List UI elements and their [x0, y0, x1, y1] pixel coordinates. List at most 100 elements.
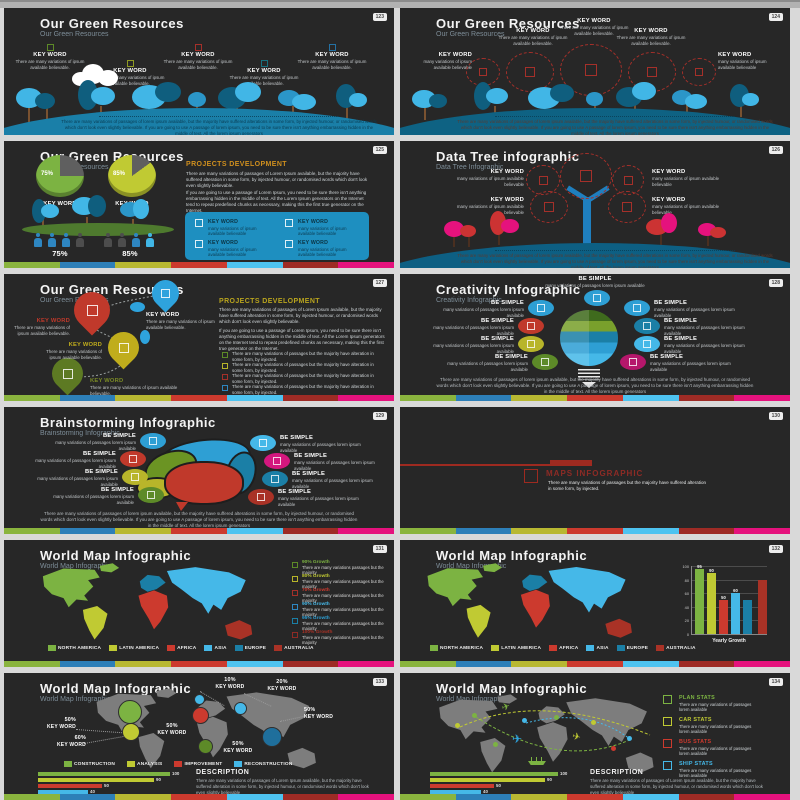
leaf-icon — [222, 352, 228, 358]
slide-thumbnail-125[interactable]: 125 Our Green Resources Our Green Resour… — [4, 141, 394, 268]
keyword-block: KEY WORD There are many variations of ips… — [498, 28, 568, 46]
percent-marker-label: 20% KEY WORD — [267, 679, 297, 692]
page-top-band — [0, 0, 800, 8]
percent-marker-label: 50% KEY WORD — [223, 741, 253, 754]
description-heading: DESCRIPTION — [590, 769, 644, 776]
legend-item: AFRICA — [549, 645, 578, 651]
slide-thumbnail-131[interactable]: 131 World Map Infographic World Map Info… — [4, 540, 394, 667]
marker-construction — [198, 739, 213, 754]
legend-swatch-icon — [292, 604, 298, 610]
hbar-40: 40 — [430, 789, 488, 794]
be-simple-block: BE SIMPLE many variations of passages lor… — [447, 354, 528, 372]
legend-swatch-icon — [292, 632, 298, 638]
topic-dot — [518, 318, 544, 334]
legend-swatch-icon — [491, 645, 500, 651]
route-dot — [591, 720, 596, 725]
y-axis — [691, 566, 692, 634]
bottom-paragraph: There are many variations of passages of… — [40, 511, 358, 529]
slide-subtitle: Our Green Resources — [436, 31, 505, 38]
hbar-40: 40 — [38, 789, 95, 794]
legend-item: EUROPE — [234, 645, 266, 651]
map-pin-yellow — [101, 325, 146, 370]
hbar-50: 50 — [38, 783, 109, 788]
be-simple-block: BE SIMPLE many variations of passages lor… — [443, 300, 524, 318]
legend-swatch-icon — [64, 761, 72, 767]
marker-improvement — [192, 707, 209, 724]
color-strip — [4, 262, 394, 268]
topic-dot — [248, 489, 274, 505]
slide-thumbnail-123[interactable]: 123 Our Green Resources Our Green Resour… — [4, 8, 394, 135]
paragraph: If you are going to use a passage of Lor… — [219, 328, 385, 352]
legend-swatch-icon — [292, 576, 298, 582]
legend-item: ANALYSIS — [127, 761, 162, 767]
slide-thumbnail-133[interactable]: 133 World Map Infographic World Map Info… — [4, 673, 394, 800]
hill-paragraph: There are many variations of passages of… — [457, 253, 773, 268]
be-simple-block: BE SIMPLE many variations of passages lor… — [292, 471, 373, 489]
x-axis-label: Yearly Growth — [712, 638, 746, 644]
bar-value: 95 — [697, 564, 702, 569]
continent-legend: NORTH AMERICA LATIN AMERICA AFRICA ASIA … — [430, 645, 696, 651]
bar-north-america — [695, 569, 704, 634]
be-simple-block: BE SIMPLE many variations of passages lor… — [664, 318, 745, 336]
stat-item: SHIP STATS There are many variations of … — [663, 761, 773, 779]
gridline — [691, 620, 767, 621]
leaf-icon — [195, 240, 203, 248]
leaf-icon — [195, 219, 203, 227]
slide-subtitle: Data Tree Infographic — [436, 164, 504, 171]
slide-subtitle: Our Green Resources — [40, 31, 109, 38]
color-strip — [4, 528, 394, 534]
legend-item: AUSTRALIA — [656, 645, 696, 651]
page-number-badge: 131 — [372, 545, 387, 553]
hbar-90: 90 — [430, 777, 552, 782]
lightbulb-icon — [560, 310, 618, 388]
slide-thumbnail-129[interactable]: 129 Brainstorming Infographic Brainstorm… — [4, 407, 394, 534]
y-tick: 40 — [684, 605, 689, 610]
description-heading: DESCRIPTION — [196, 769, 250, 776]
legend-swatch-icon — [48, 645, 56, 651]
topic-dot — [528, 300, 554, 316]
color-strip — [4, 661, 394, 667]
divider-dotted — [99, 116, 339, 117]
slide-thumbnail-132[interactable]: 132 World Map Infographic World Map Info… — [400, 540, 790, 667]
topic-dot — [250, 435, 276, 451]
accent-line-thick — [550, 460, 592, 464]
legend-item: RECONSTRUCTION — [234, 761, 292, 767]
leaf-icon — [46, 44, 54, 51]
be-simple-block: BE SIMPLE many variations of passages lor… — [433, 318, 514, 336]
leaf-icon — [328, 44, 336, 51]
growth-item: 90% Growth There are many variations pas… — [292, 560, 388, 575]
slide-thumbnail-126[interactable]: 126 Data Tree infographic Data Tree Info… — [400, 141, 790, 268]
be-simple-block: BE SIMPLE many variations of passages lor… — [55, 433, 136, 451]
be-simple-block: BE SIMPLE many variations of passages lor… — [280, 435, 361, 453]
dashed-circle — [682, 58, 716, 86]
slide-thumbnail-134[interactable]: 134 World Map Infographic World Map Info… — [400, 673, 790, 800]
dashed-circle — [530, 191, 568, 223]
be-simple-block: BE SIMPLE many variations of passages lor… — [278, 489, 359, 507]
brain-tail-shape — [176, 502, 188, 511]
divider-dotted — [495, 116, 735, 117]
slide-title: Our Green Resources — [436, 16, 580, 31]
x-axis — [691, 634, 767, 635]
slide-title: World Map Infographic — [40, 548, 192, 563]
brain-lobe-red — [164, 461, 244, 505]
slide-title: Creativity Infographic — [436, 282, 581, 297]
bar-asia — [731, 593, 740, 634]
topic-dot — [532, 354, 558, 370]
topic-dot — [624, 300, 650, 316]
leaf-icon — [194, 44, 202, 51]
bar-africa — [719, 600, 728, 634]
slide-thumbnail-127[interactable]: 127 Our Green Resources Our Green Resour… — [4, 274, 394, 401]
keyword-block: KEY WORD There are many variations of ips… — [559, 18, 629, 36]
y-tick: 20 — [684, 618, 689, 623]
route-dot — [522, 718, 527, 723]
topic-dot — [634, 318, 660, 334]
color-strip — [400, 395, 790, 401]
slide-thumbnail-128[interactable]: 128 Creativity Infographic Creativity In… — [400, 274, 790, 401]
keyword-block: KEY WORD There are many variations of ips… — [146, 312, 215, 330]
hbar-90: 90 — [38, 777, 161, 782]
be-simple-block: BE SIMPLE many variations of passages lor… — [654, 300, 735, 318]
bullet-item: There are many variations of passages bu… — [222, 351, 382, 362]
keyword-block: KEY WORD There are many variations of ips… — [616, 28, 686, 46]
slide-thumbnail-130[interactable]: 130 MAPS INFOGRAPHIC There are many vari… — [400, 407, 790, 534]
slide-thumbnail-124[interactable]: 124 Our Green Resources Our Green Resour… — [400, 8, 790, 135]
